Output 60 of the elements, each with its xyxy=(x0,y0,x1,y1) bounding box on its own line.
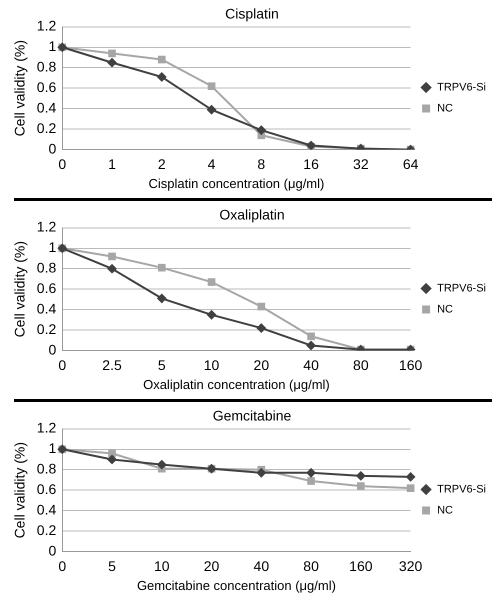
x-tick-label: 16 xyxy=(303,156,320,172)
y-tick-label: 0.4 xyxy=(36,100,56,116)
y-axis-title: Cell validity (%) xyxy=(11,442,28,538)
y-tick-label: 0.6 xyxy=(36,481,56,498)
x-tick-label: 160 xyxy=(398,356,422,373)
y-tick-label: 0.8 xyxy=(36,58,56,75)
legend-label: TRPV6-Si xyxy=(437,282,486,295)
y-tick-label: 0.4 xyxy=(36,502,56,518)
y-tick-label: 1 xyxy=(48,38,56,54)
x-axis-title: Gemcitabine concentration (μg/ml) xyxy=(136,578,336,593)
legend-label: NC xyxy=(437,304,454,316)
x-tick-label: 40 xyxy=(254,558,270,574)
y-tick-label: 1 xyxy=(48,239,56,256)
x-tick-label: 20 xyxy=(204,558,220,574)
x-tick-label: 32 xyxy=(353,156,369,172)
x-tick-label: 4 xyxy=(208,156,216,172)
chart-title: Oxaliplatin xyxy=(219,206,285,222)
y-tick-label: 0.8 xyxy=(36,260,56,276)
y-tick-label: 0.2 xyxy=(36,522,56,538)
y-tick-label: 0.6 xyxy=(36,79,56,96)
y-tick-label: 0.2 xyxy=(36,320,56,337)
x-tick-label: 10 xyxy=(204,356,220,373)
x-tick-label: 0 xyxy=(58,356,66,373)
y-tick-label: 0.8 xyxy=(36,460,56,477)
y-tick-label: 0 xyxy=(48,341,56,358)
x-axis-title: Cisplatin concentration (μg/ml) xyxy=(148,176,324,191)
x-axis-title: Oxaliplatin concentration (μg/ml) xyxy=(143,376,330,392)
x-tick-label: 2.5 xyxy=(102,356,122,373)
chart-title: Cisplatin xyxy=(225,5,279,22)
y-axis-title: Cell validity (%) xyxy=(11,40,28,136)
y-tick-label: 0 xyxy=(48,542,56,558)
x-tick-label: 80 xyxy=(303,558,320,574)
y-tick-label: 1.2 xyxy=(36,218,56,235)
x-tick-label: 1 xyxy=(108,156,116,172)
x-tick-label: 0 xyxy=(58,558,66,574)
x-tick-label: 160 xyxy=(349,558,373,574)
x-tick-label: 64 xyxy=(402,156,419,172)
x-tick-label: 80 xyxy=(353,356,369,373)
x-tick-label: 40 xyxy=(303,356,320,373)
legend-label: NC xyxy=(437,504,454,517)
y-tick-label: 1 xyxy=(48,440,56,456)
x-tick-label: 8 xyxy=(257,156,266,172)
y-tick-label: 1.2 xyxy=(36,420,56,436)
x-tick-label: 20 xyxy=(254,356,270,373)
y-tick-label: 1.2 xyxy=(36,18,56,34)
x-tick-label: 0 xyxy=(58,156,66,172)
x-tick-label: 2 xyxy=(158,156,166,172)
x-tick-label: 320 xyxy=(398,558,422,574)
x-tick-label: 5 xyxy=(108,558,116,574)
legend-label: TRPV6-Si xyxy=(437,484,486,496)
x-tick-label: 5 xyxy=(158,356,166,373)
legend-label: TRPV6-Si xyxy=(437,82,486,94)
y-tick-label: 0.2 xyxy=(36,120,56,136)
y-tick-label: 0.6 xyxy=(36,280,56,296)
legend-label: NC xyxy=(437,102,454,115)
y-axis-title: Cell validity (%) xyxy=(11,240,28,338)
y-tick-label: 0.4 xyxy=(36,300,56,317)
y-tick-label: 0 xyxy=(48,140,56,156)
chart-title: Gemcitabine xyxy=(212,407,292,424)
x-tick-label: 10 xyxy=(154,558,170,574)
